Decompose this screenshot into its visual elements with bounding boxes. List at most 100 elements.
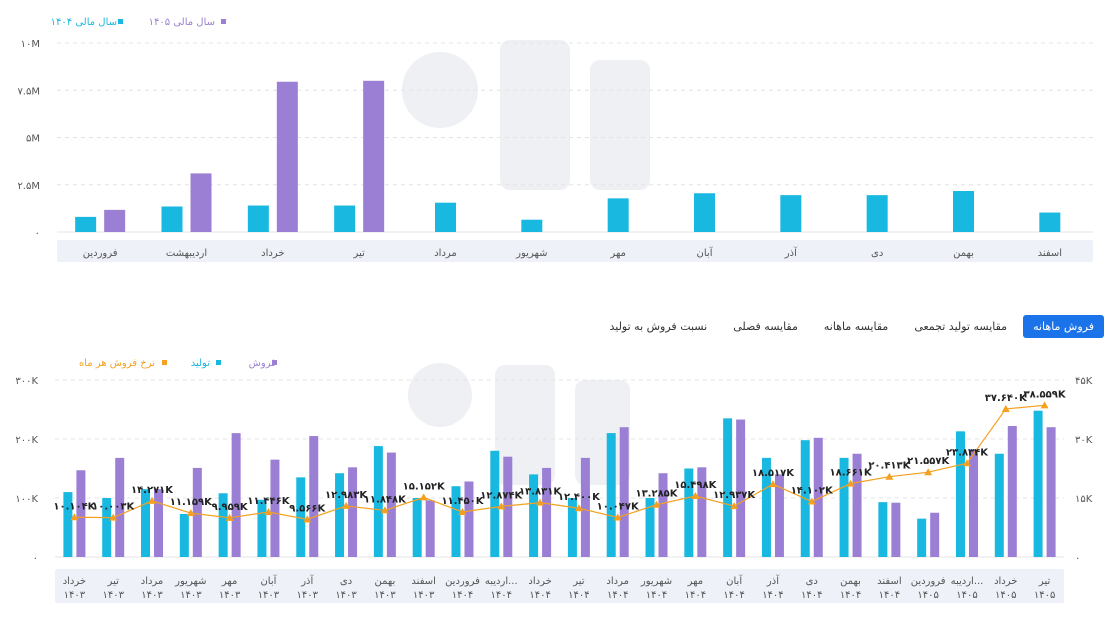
- x-tick-label: تیر: [107, 576, 120, 587]
- sales-rate-label: ۱۸.۶۶۱K: [830, 468, 873, 479]
- bar-production: [529, 474, 539, 557]
- x-tick-label: مهر: [609, 248, 625, 259]
- x-tick-label: آذر: [300, 574, 314, 587]
- sales-rate-label: ۲۳.۸۳۴K: [946, 447, 989, 458]
- bar-1404: [75, 216, 97, 232]
- bar-production: [723, 418, 733, 557]
- x-tick-label: خرداد: [994, 576, 1017, 587]
- x-tick-year: ۱۴۰۴: [529, 590, 550, 601]
- bar-1404: [866, 195, 888, 232]
- bar-sales: [658, 473, 668, 557]
- sales-rate-point: [730, 502, 739, 510]
- sales-rate-label: ۱۲.۹۸۳K: [325, 490, 368, 501]
- bar-sales: [115, 457, 125, 557]
- x-tick-label: اسفند: [411, 576, 435, 587]
- sales-rate-point: [807, 497, 816, 505]
- bar-sales: [231, 433, 241, 557]
- bar-sales: [154, 489, 164, 557]
- bar-production: [296, 477, 306, 557]
- legend-swatch: [272, 360, 277, 365]
- sales-rate-label: ۳۸.۵۵۹K: [1024, 389, 1067, 400]
- y-tick-label: ۵M: [26, 134, 40, 145]
- y-tick-right-label: ۳۰K: [1075, 435, 1093, 446]
- category-band: [57, 240, 1093, 262]
- x-tick-year: ۱۴۰۴: [801, 590, 822, 601]
- bar-sales: [580, 457, 590, 557]
- y-tick-right-label: ۱۵K: [1075, 494, 1093, 505]
- x-tick-label: خرداد: [63, 576, 86, 587]
- sales-rate-label: ۱۲.۹۳۷K: [713, 490, 756, 501]
- bar-1404: [435, 202, 456, 232]
- sales-rate-label: ۱۱.۸۴۸K: [364, 494, 407, 505]
- bar-sales: [697, 467, 707, 557]
- sales-rate-label: ۱۳.۲۸۵K: [635, 489, 678, 500]
- bar-production: [102, 498, 112, 557]
- tab-sales-production-ratio[interactable]: نسبت فروش به تولید: [609, 319, 708, 333]
- sales-rate-point: [380, 506, 389, 514]
- sales-rate-label: ۱۴.۱۰۲K: [791, 486, 834, 497]
- bar-sales: [386, 452, 396, 557]
- x-tick-label: مهر: [687, 576, 703, 587]
- tab-cumulative-production[interactable]: مقایسه تولید تجمعی: [914, 319, 1008, 333]
- legend-label: نرخ فروش هر ماه: [79, 358, 155, 369]
- bar-production: [1033, 410, 1043, 557]
- bar-1404: [694, 193, 715, 232]
- x-tick-year: ۱۴۰۴: [607, 590, 628, 601]
- bar-production: [606, 433, 616, 557]
- legend-label: فروش: [249, 358, 277, 369]
- sales-rate-point: [536, 498, 545, 506]
- sales-rate-label: ۹.۹۵۹K: [212, 502, 249, 513]
- sales-rate-label: ۱۵.۱۵۲K: [403, 481, 446, 492]
- annual-comparison-chart: سال مالی ۱۴۰۵ سال مالی ۱۴۰۴ ۰ ۲.۵M ۵M ۷.۵M ۱۰M…: [17, 17, 1093, 262]
- x-tick-year: ۱۴۰۴: [685, 590, 706, 601]
- y-tick-left-label: ۳۰۰K: [15, 376, 38, 387]
- bar-sales: [619, 427, 629, 557]
- bar-sales: [192, 467, 202, 557]
- sales-rate-label: ۱۵.۴۹۸K: [674, 480, 717, 491]
- sales-rate-label: ۲۱.۵۵۷K: [907, 456, 950, 467]
- sales-rate-point: [1040, 401, 1049, 409]
- legend-swatch: [118, 19, 123, 24]
- sales-rate-label: ۱۰.۰۰۳K: [92, 502, 135, 513]
- sales-rate-label: ۱۱.۱۵۹K: [170, 497, 213, 508]
- x-tick-year: ۱۴۰۳: [335, 590, 357, 601]
- bar-1404: [607, 198, 629, 232]
- sales-rate-point: [846, 479, 855, 487]
- x-tick-label: آبان: [726, 574, 743, 587]
- bar-production: [490, 450, 500, 557]
- sales-rate-label: ۹.۵۶۶K: [289, 503, 326, 514]
- x-tick-year: ۱۴۰۴: [491, 590, 512, 601]
- x-tick-year: ۱۴۰۳: [297, 590, 319, 601]
- sales-rate-point: [962, 459, 971, 467]
- tab-seasonal-comparison[interactable]: مقایسه فصلی: [733, 319, 798, 333]
- y-tick-left-label: ۲۰۰K: [15, 435, 38, 446]
- category-band: [55, 569, 1064, 603]
- bar-production: [917, 518, 927, 557]
- sales-rate-point: [885, 472, 894, 480]
- x-tick-label: بهمن: [374, 576, 395, 587]
- y-tick-label: ۲.۵M: [17, 181, 40, 192]
- x-tick-year: ۱۴۰۴: [452, 590, 473, 601]
- bar-sales: [464, 481, 474, 557]
- bar-1405: [104, 209, 126, 232]
- bar-1404: [1039, 212, 1061, 232]
- bar-production: [257, 499, 267, 557]
- bar-production: [839, 457, 849, 557]
- x-tick-label: اسفند: [877, 576, 901, 587]
- sales-rate-point: [1001, 404, 1010, 412]
- tab-monthly-comparison[interactable]: مقایسه ماهانه: [823, 319, 889, 333]
- bar-sales: [348, 467, 358, 557]
- bar-production: [373, 446, 383, 557]
- tab-monthly-sales[interactable]: فروش ماهانه: [1023, 314, 1104, 338]
- x-tick-label: فروردین: [83, 248, 118, 259]
- bar-production: [878, 502, 888, 557]
- chart-tabs: فروش ماهانه مقایسه تولید تجمعی مقایسه ما…: [599, 314, 1104, 338]
- bar-production: [451, 486, 461, 557]
- bar-production: [141, 489, 151, 557]
- sales-rate-label: ۱۴.۲۷۱K: [131, 485, 174, 496]
- legend-swatch: [162, 360, 167, 365]
- y-tick-left-label: ۱۰۰K: [15, 494, 38, 505]
- x-tick-label: فروردین: [911, 576, 946, 587]
- sales-rate-point: [264, 507, 273, 515]
- x-tick-year: ۱۴۰۳: [413, 590, 435, 601]
